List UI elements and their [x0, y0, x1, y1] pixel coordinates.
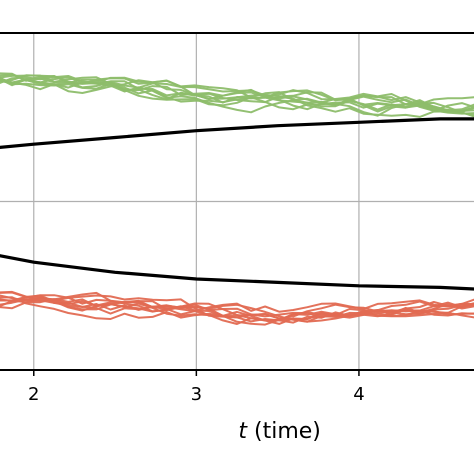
x-axis-label: t (time): [238, 419, 321, 444]
trajectories: [0, 72, 474, 326]
trajectory-lower-9: [0, 290, 474, 323]
x-axis-label-rest: (time): [247, 419, 321, 444]
plot-frame: [0, 32, 474, 371]
x-tick-label-3: 3: [191, 384, 202, 405]
x-axis-label-var: t: [238, 419, 248, 444]
trajectory-upper-8: [0, 74, 474, 114]
x-ticks: 2 3 4: [28, 370, 365, 405]
trajectory-lower-10: [0, 294, 474, 324]
x-tick-label-4: 4: [353, 384, 364, 405]
trajectory-lower-7: [0, 298, 474, 313]
mean-curve-lower: [0, 254, 474, 291]
mean-curves: [0, 117, 474, 291]
x-tick-label-2: 2: [28, 384, 39, 405]
trajectory-upper-10: [0, 72, 474, 118]
mean-curve-upper: [0, 117, 474, 150]
